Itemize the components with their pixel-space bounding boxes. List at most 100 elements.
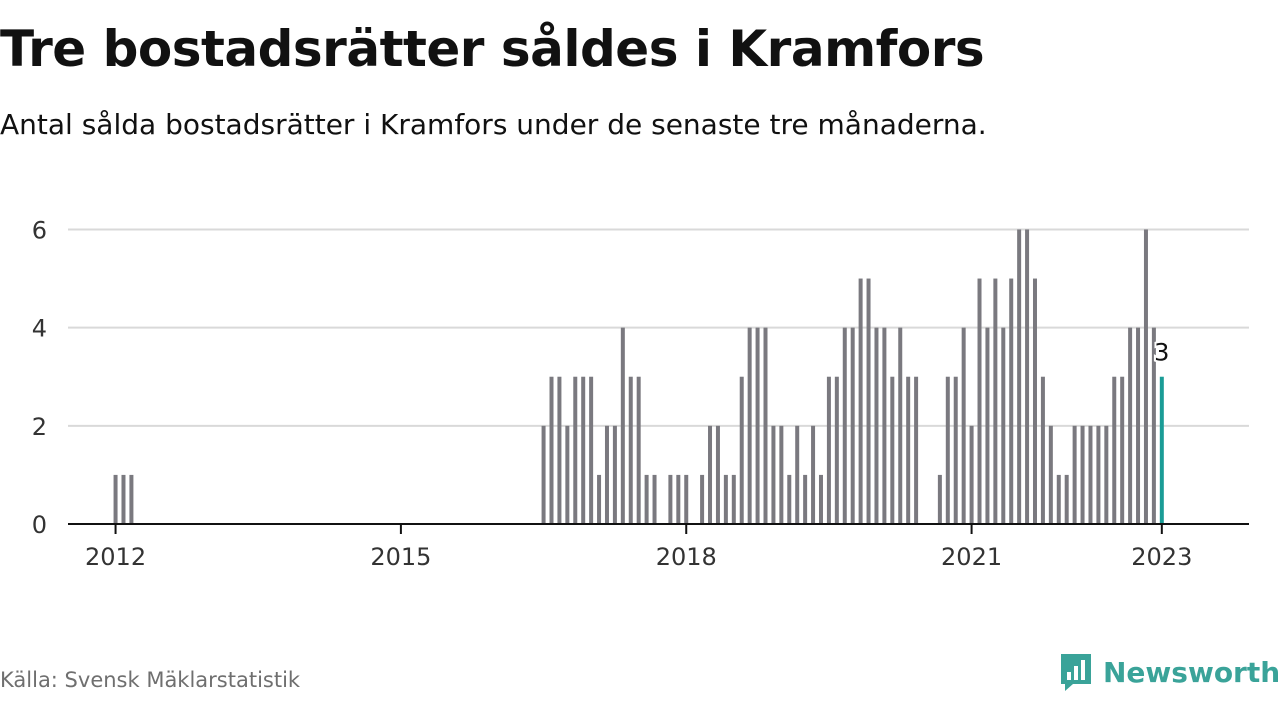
bar xyxy=(1017,229,1022,525)
bar xyxy=(1112,376,1117,524)
bar xyxy=(612,425,617,524)
bar-highlight xyxy=(1159,376,1164,524)
bar-chart: 0 2 4 6 2012 2015 2018 2021 2023 3 xyxy=(32,216,1249,571)
x-tick-label: 2012 xyxy=(85,543,146,571)
bar xyxy=(589,376,594,524)
bar xyxy=(1056,474,1061,524)
bar xyxy=(652,474,657,524)
bar xyxy=(890,376,895,524)
bar xyxy=(628,376,633,524)
bar xyxy=(866,278,871,524)
data-labels: 3 xyxy=(1152,337,1171,369)
bar xyxy=(700,474,705,524)
bar xyxy=(1025,229,1030,525)
bar xyxy=(676,474,681,524)
bar xyxy=(604,425,609,524)
x-tick-label: 2023 xyxy=(1131,543,1192,571)
bar xyxy=(1096,425,1101,524)
bar xyxy=(708,425,713,524)
y-tick-label: 4 xyxy=(32,315,47,343)
bar xyxy=(565,425,570,524)
bar xyxy=(723,474,728,524)
bar xyxy=(1001,327,1006,524)
bar xyxy=(113,474,118,524)
bar xyxy=(129,474,134,524)
bar xyxy=(977,278,982,524)
bar xyxy=(803,474,808,524)
bar xyxy=(763,327,768,524)
brand-name: Newsworthy xyxy=(1103,655,1280,689)
newsworthy-logo: Newsworthy xyxy=(1059,652,1280,692)
last-value-label: 3 xyxy=(1154,339,1169,367)
bar xyxy=(549,376,554,524)
bar xyxy=(747,327,752,524)
bar xyxy=(961,327,966,524)
x-tick-label: 2015 xyxy=(370,543,431,571)
bar xyxy=(1128,327,1133,524)
bar xyxy=(1032,278,1037,524)
bar xyxy=(969,425,974,524)
bar xyxy=(953,376,958,524)
bar xyxy=(1064,474,1069,524)
bar xyxy=(557,376,562,524)
y-tick-label: 0 xyxy=(32,511,47,539)
bar xyxy=(842,327,847,524)
bar xyxy=(779,425,784,524)
x-tick-label: 2018 xyxy=(656,543,717,571)
bar xyxy=(620,327,625,524)
bar-chart-speech-bubble-icon xyxy=(1061,654,1091,691)
bar xyxy=(937,474,942,524)
bar xyxy=(731,474,736,524)
bar xyxy=(1136,327,1141,524)
y-axis-ticks: 0 2 4 6 xyxy=(32,216,47,539)
chart-title: Tre bostadsrätter såldes i Kramfors xyxy=(0,20,985,78)
bar xyxy=(668,474,673,524)
bar xyxy=(898,327,903,524)
bar xyxy=(858,278,863,524)
source-note: Källa: Svensk Mäklarstatistik xyxy=(0,668,301,692)
bar xyxy=(684,474,689,524)
chart-subtitle: Antal sålda bostadsrätter i Kramfors und… xyxy=(0,108,987,141)
bar xyxy=(121,474,126,524)
bar xyxy=(1088,425,1093,524)
bar xyxy=(1080,425,1085,524)
bar xyxy=(945,376,950,524)
bar xyxy=(811,425,816,524)
bars xyxy=(113,229,1164,525)
bar xyxy=(1040,376,1045,524)
bar xyxy=(985,327,990,524)
y-tick-label: 2 xyxy=(32,413,47,441)
bar xyxy=(882,327,887,524)
bar xyxy=(573,376,578,524)
bar xyxy=(826,376,831,524)
bar xyxy=(541,425,546,524)
bar xyxy=(818,474,823,524)
bar xyxy=(581,376,586,524)
bar xyxy=(1151,327,1156,524)
y-tick-label: 6 xyxy=(32,216,47,244)
bar xyxy=(993,278,998,524)
bar xyxy=(1009,278,1014,524)
bar xyxy=(874,327,879,524)
gridlines xyxy=(68,228,1249,427)
bar xyxy=(1048,425,1053,524)
bar xyxy=(1072,425,1077,524)
bar xyxy=(850,327,855,524)
bar xyxy=(906,376,911,524)
bar xyxy=(914,376,919,524)
bar xyxy=(644,474,649,524)
bar xyxy=(795,425,800,524)
bar xyxy=(1143,229,1148,525)
bar xyxy=(715,425,720,524)
bar xyxy=(739,376,744,524)
bar xyxy=(636,376,641,524)
bar xyxy=(597,474,602,524)
x-axis-ticks: 2012 2015 2018 2021 2023 xyxy=(85,524,1192,571)
bar xyxy=(771,425,776,524)
x-tick-label: 2021 xyxy=(941,543,1002,571)
bar xyxy=(787,474,792,524)
bar xyxy=(1120,376,1125,524)
bar xyxy=(834,376,839,524)
bar xyxy=(755,327,760,524)
bar xyxy=(1104,425,1109,524)
